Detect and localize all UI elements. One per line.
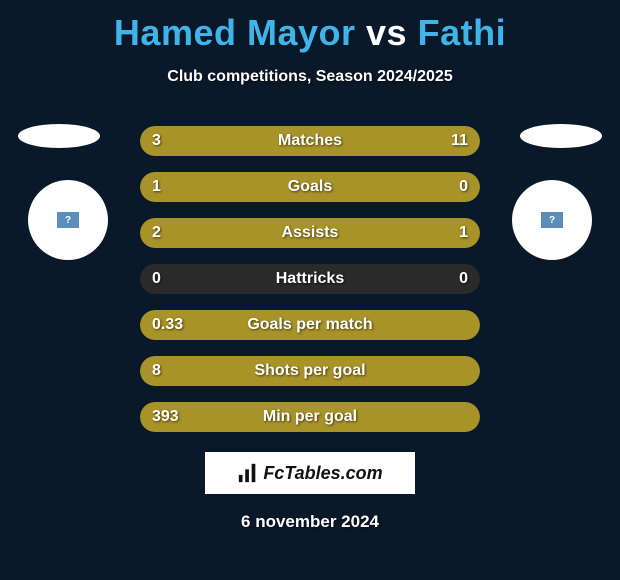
player2-name: Fathi bbox=[418, 12, 507, 53]
player1-flag-icon: ? bbox=[57, 212, 79, 228]
stat-label: Goals per match bbox=[140, 310, 480, 340]
stat-bar: 393Min per goal bbox=[140, 402, 480, 432]
player2-badge-circle: ? bbox=[512, 180, 592, 260]
player1-badge-circle: ? bbox=[28, 180, 108, 260]
logo-text: FcTables.com bbox=[263, 463, 382, 484]
chart-icon bbox=[237, 462, 259, 484]
player2-flag-icon: ? bbox=[541, 212, 563, 228]
vs-label: vs bbox=[366, 12, 407, 53]
stat-label: Min per goal bbox=[140, 402, 480, 432]
stat-bar: 21Assists bbox=[140, 218, 480, 248]
stat-bar: 10Goals bbox=[140, 172, 480, 202]
stat-bar: 8Shots per goal bbox=[140, 356, 480, 386]
subtitle: Club competitions, Season 2024/2025 bbox=[0, 68, 620, 86]
player1-name: Hamed Mayor bbox=[114, 12, 356, 53]
fctables-logo: FcTables.com bbox=[205, 452, 415, 494]
stat-label: Goals bbox=[140, 172, 480, 202]
stat-label: Hattricks bbox=[140, 264, 480, 294]
stat-label: Shots per goal bbox=[140, 356, 480, 386]
comparison-title: Hamed Mayor vs Fathi bbox=[0, 0, 620, 54]
stat-bar: 00Hattricks bbox=[140, 264, 480, 294]
player2-club-oval bbox=[520, 124, 602, 148]
stats-bars-container: 311Matches 10Goals 21Assists 00Hattricks 0.3… bbox=[0, 126, 620, 432]
infographic-date: 6 november 2024 bbox=[0, 512, 620, 532]
player1-club-oval bbox=[18, 124, 100, 148]
stat-label: Matches bbox=[140, 126, 480, 156]
stat-bar: 311Matches bbox=[140, 126, 480, 156]
stat-bar: 0.33Goals per match bbox=[140, 310, 480, 340]
stat-label: Assists bbox=[140, 218, 480, 248]
